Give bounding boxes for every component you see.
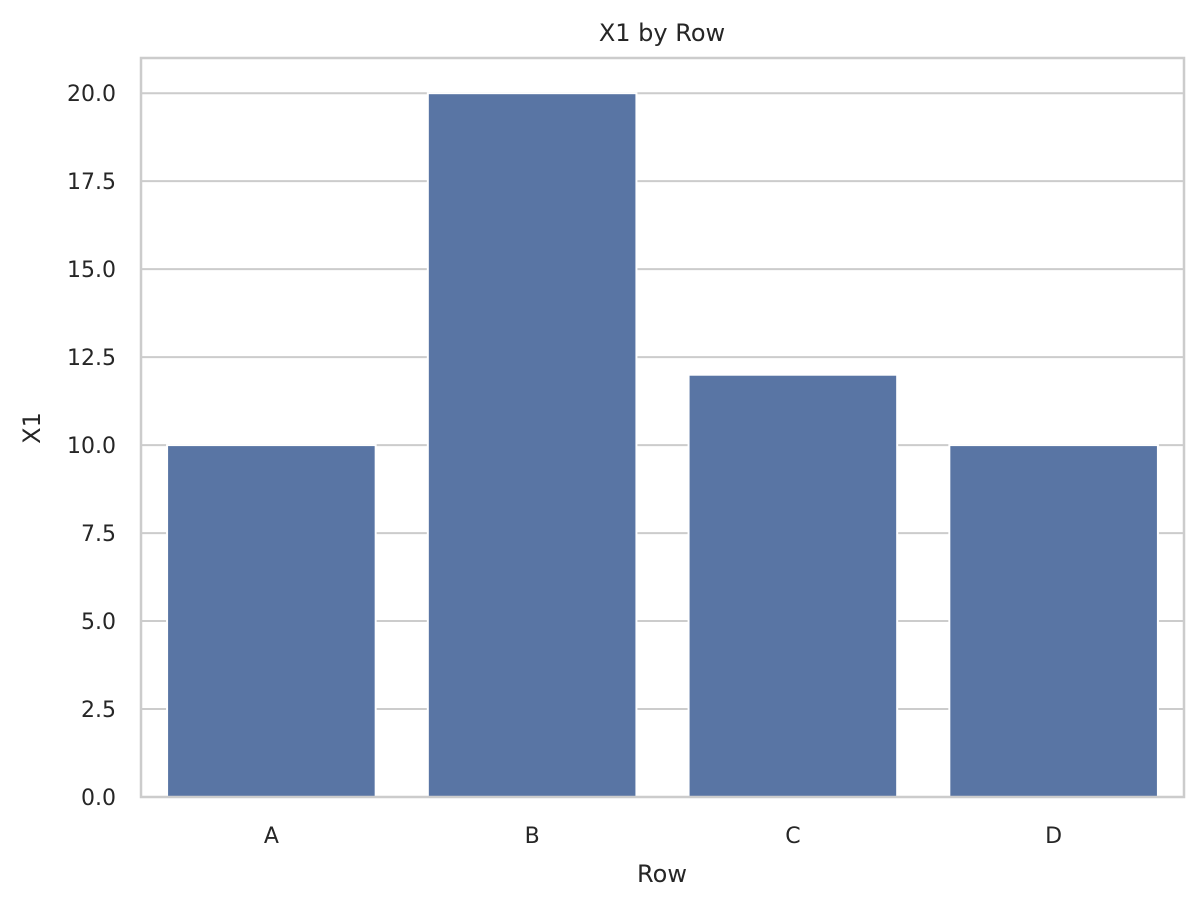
y-tick-label: 12.5 bbox=[67, 346, 116, 371]
bar-c bbox=[687, 373, 899, 798]
y-tick-label: 10.0 bbox=[67, 434, 116, 459]
x-axis-title: Row bbox=[637, 860, 687, 888]
bar-b bbox=[426, 92, 638, 798]
y-tick-label: 15.0 bbox=[67, 258, 116, 283]
x-tick-label: A bbox=[264, 824, 279, 849]
x-tick-labels: A B C D bbox=[264, 824, 1062, 849]
x-tick-label: C bbox=[785, 824, 800, 849]
y-tick-label: 7.5 bbox=[81, 522, 116, 547]
y-tick-label: 0.0 bbox=[81, 786, 116, 811]
bars bbox=[166, 92, 1159, 798]
y-tick-label: 17.5 bbox=[67, 170, 116, 195]
y-tick-labels: 0.0 2.5 5.0 7.5 10.0 12.5 15.0 17.5 20.0 bbox=[67, 82, 116, 811]
y-axis-title: X1 bbox=[18, 412, 46, 444]
y-tick-label: 5.0 bbox=[81, 610, 116, 635]
y-tick-label: 2.5 bbox=[81, 698, 116, 723]
bar-d bbox=[948, 444, 1159, 798]
plot-frame bbox=[139, 56, 1186, 799]
chart-title: X1 by Row bbox=[599, 19, 725, 47]
bar-a bbox=[166, 444, 377, 798]
y-tick-label: 20.0 bbox=[67, 82, 116, 107]
x-tick-label: D bbox=[1045, 824, 1062, 849]
x-tick-label: B bbox=[525, 824, 540, 849]
